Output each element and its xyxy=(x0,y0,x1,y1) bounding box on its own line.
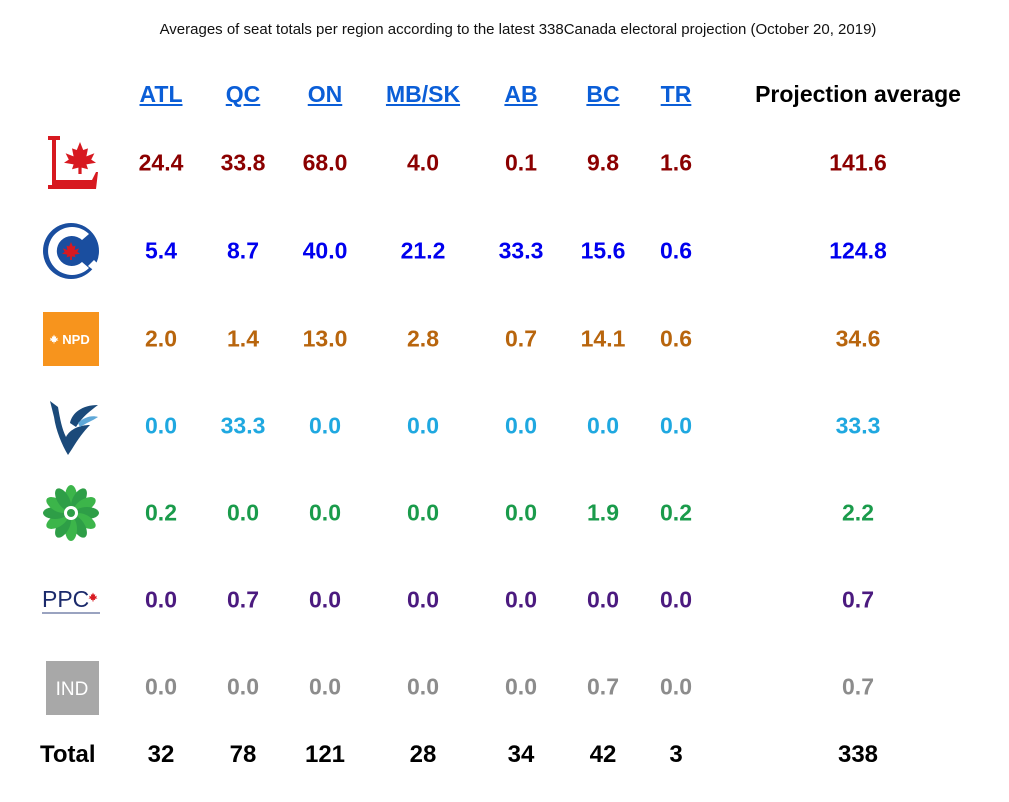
ind-value-tr: 0.0 xyxy=(660,673,692,700)
total-value-ab: 34 xyxy=(507,741,535,768)
green-value-mb-sk: 0.0 xyxy=(407,499,439,526)
ndp-value-atl: 2.0 xyxy=(145,325,177,352)
ind-value-bc: 0.7 xyxy=(587,673,619,700)
ndp-value-projection-average: 34.6 xyxy=(835,325,881,352)
bloc-value-projection-average: 33.3 xyxy=(835,412,881,439)
ndp-logo: NPD xyxy=(43,312,99,366)
ind-logo: IND xyxy=(46,661,99,715)
column-header-on[interactable]: ON xyxy=(307,81,343,107)
total-value-qc: 78 xyxy=(229,741,257,768)
liberal-value-atl: 24.4 xyxy=(138,149,184,176)
column-header-qc[interactable]: QC xyxy=(225,81,261,107)
ppc-value-on: 0.0 xyxy=(309,586,341,613)
column-header-atl[interactable]: ATL xyxy=(139,81,183,107)
green-value-ab: 0.0 xyxy=(505,499,537,526)
ppc-value-bc: 0.0 xyxy=(587,586,619,613)
ppc-value-projection-average: 0.7 xyxy=(842,586,874,613)
green-value-atl: 0.2 xyxy=(145,499,177,526)
total-value-atl: 32 xyxy=(147,741,175,768)
green-value-bc: 1.9 xyxy=(587,499,619,526)
liberal-value-mb-sk: 4.0 xyxy=(407,149,439,176)
ppc-value-atl: 0.0 xyxy=(145,586,177,613)
ndp-value-bc: 14.1 xyxy=(580,325,626,352)
liberal-value-qc: 33.8 xyxy=(220,149,266,176)
liberal-value-projection-average: 141.6 xyxy=(829,149,887,176)
conservative-value-ab: 33.3 xyxy=(498,237,544,264)
conservative-value-qc: 8.7 xyxy=(227,237,259,264)
ndp-value-mb-sk: 2.8 xyxy=(407,325,439,352)
svg-text:IND: IND xyxy=(56,679,89,700)
green-logo xyxy=(43,485,99,541)
bloc-value-ab: 0.0 xyxy=(505,412,537,439)
ind-value-projection-average: 0.7 xyxy=(842,673,874,700)
ppc-value-tr: 0.0 xyxy=(660,586,692,613)
conservative-value-on: 40.0 xyxy=(302,237,348,264)
conservative-value-bc: 15.6 xyxy=(580,237,626,264)
ndp-value-tr: 0.6 xyxy=(660,325,692,352)
green-value-qc: 0.0 xyxy=(227,499,259,526)
ppc-value-qc: 0.7 xyxy=(227,586,259,613)
ndp-value-qc: 1.4 xyxy=(227,325,259,352)
green-value-tr: 0.2 xyxy=(660,499,692,526)
bloc-logo xyxy=(50,401,98,455)
total-value-mb-sk: 28 xyxy=(409,741,437,768)
conservative-logo xyxy=(43,223,100,279)
ppc-logo: PPC xyxy=(42,586,100,614)
column-header-bc[interactable]: BC xyxy=(586,81,620,107)
conservative-value-mb-sk: 21.2 xyxy=(400,237,446,264)
bloc-value-bc: 0.0 xyxy=(587,412,619,439)
ind-value-mb-sk: 0.0 xyxy=(407,673,439,700)
svg-text:PPC: PPC xyxy=(42,586,89,612)
liberal-value-tr: 1.6 xyxy=(660,149,692,176)
ind-value-atl: 0.0 xyxy=(145,673,177,700)
ppc-value-mb-sk: 0.0 xyxy=(407,586,439,613)
conservative-value-tr: 0.6 xyxy=(660,237,692,264)
green-value-on: 0.0 xyxy=(309,499,341,526)
ndp-value-ab: 0.7 xyxy=(505,325,537,352)
total-value-on: 121 xyxy=(304,741,346,768)
conservative-value-projection-average: 124.8 xyxy=(829,237,887,264)
ndp-value-on: 13.0 xyxy=(302,325,348,352)
ppc-value-ab: 0.0 xyxy=(505,586,537,613)
total-value-projection-average: 338 xyxy=(837,741,879,768)
ind-value-on: 0.0 xyxy=(309,673,341,700)
liberal-value-bc: 9.8 xyxy=(587,149,619,176)
bloc-value-atl: 0.0 xyxy=(145,412,177,439)
column-header-mb-sk[interactable]: MB/SK xyxy=(385,81,461,107)
total-value-bc: 42 xyxy=(589,741,617,768)
green-value-projection-average: 2.2 xyxy=(842,499,874,526)
total-value-tr: 3 xyxy=(669,741,683,768)
liberal-logo xyxy=(48,136,98,189)
bloc-value-tr: 0.0 xyxy=(660,412,692,439)
liberal-value-on: 68.0 xyxy=(302,149,348,176)
conservative-value-atl: 5.4 xyxy=(145,237,177,264)
liberal-value-ab: 0.1 xyxy=(505,149,537,176)
total-label: Total xyxy=(40,741,96,768)
ind-value-ab: 0.0 xyxy=(505,673,537,700)
bloc-value-on: 0.0 xyxy=(309,412,341,439)
bloc-value-qc: 33.3 xyxy=(220,412,266,439)
svg-text:NPD: NPD xyxy=(62,332,89,347)
column-header-tr[interactable]: TR xyxy=(660,81,692,107)
bloc-value-mb-sk: 0.0 xyxy=(407,412,439,439)
ind-value-qc: 0.0 xyxy=(227,673,259,700)
chart-title: Averages of seat totals per region accor… xyxy=(159,21,877,38)
column-header-ab[interactable]: AB xyxy=(504,81,538,107)
column-header-projection-average: Projection average xyxy=(755,81,961,107)
